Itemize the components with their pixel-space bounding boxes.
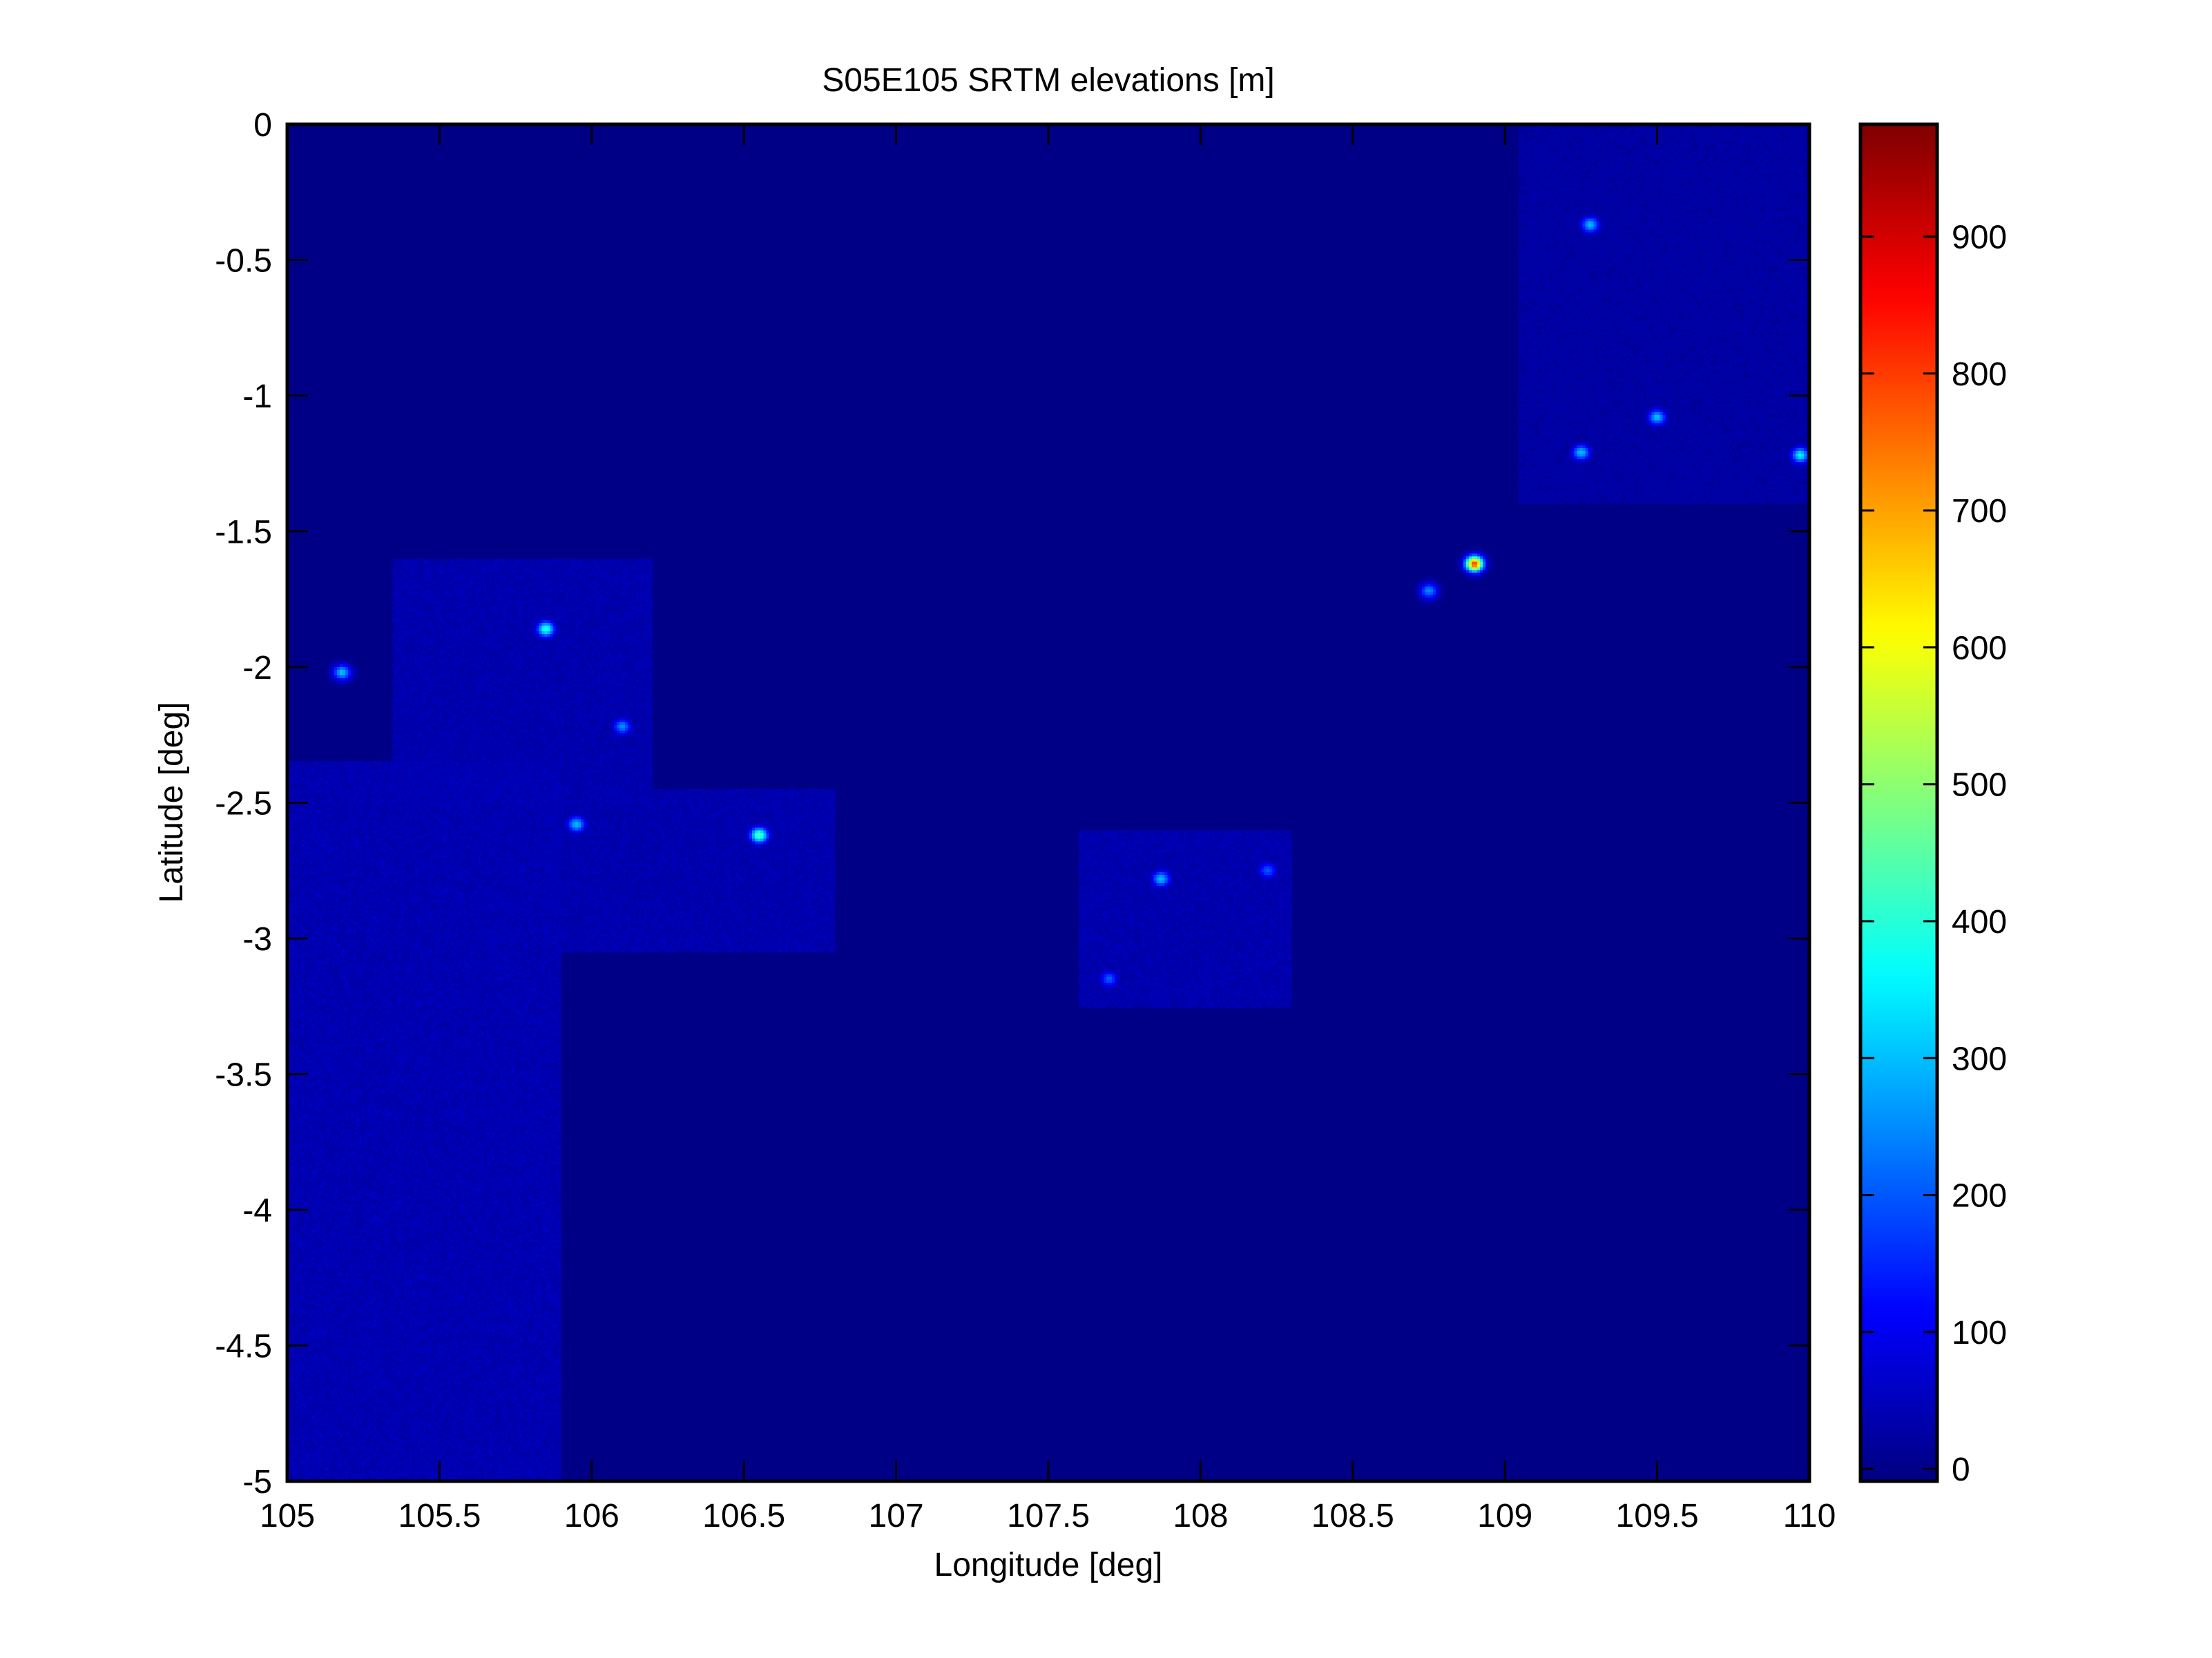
x-tick-label: 108 [1173, 1498, 1228, 1534]
x-tick-label: 107.5 [1007, 1498, 1090, 1534]
colorbar-tick-label: 100 [1952, 1315, 2007, 1351]
colorbar [1860, 124, 1937, 1481]
colorbar-tick-label: 700 [1952, 493, 2007, 530]
x-tick-label: 109 [1477, 1498, 1532, 1534]
y-tick-label: -3.5 [215, 1057, 272, 1094]
x-ticks: 105 105.5 106 106.5 107 107.5 108 108.5 109 109.5… [260, 124, 1836, 1534]
y-tick-label: -2.5 [215, 786, 272, 822]
colorbar-tick-label: 400 [1952, 904, 2007, 941]
y-tick-label: -3 [242, 921, 272, 958]
x-tick-label: 105 [260, 1498, 315, 1534]
y-tick-label: -4.5 [215, 1329, 272, 1365]
colorbar-tick-label: 300 [1952, 1041, 2007, 1077]
colorbar-tick-label: 600 [1952, 630, 2007, 666]
colorbar-tick-label: 900 [1952, 220, 2007, 256]
chart-title: S05E105 SRTM elevations [m] [822, 62, 1274, 99]
x-tick-label: 106.5 [702, 1498, 785, 1534]
elevation-heatmap [287, 124, 1809, 1481]
x-axis-label: Longitude [deg] [934, 1547, 1163, 1583]
x-tick-label: 110 [1783, 1498, 1836, 1534]
y-ticks: 0 -0.5 -1 -1.5 -2 -2.5 -3 -3.5 -4 -4.5 -5 [215, 107, 1809, 1501]
colorbar-ticks: 0 100 200 300 400 500 600 700 800 900 [1860, 220, 2007, 1488]
colorbar-tick-label: 200 [1952, 1178, 2007, 1215]
y-tick-label: -1.5 [215, 514, 272, 551]
y-tick-label: -5 [242, 1464, 272, 1501]
y-tick-label: -4 [242, 1193, 272, 1229]
x-tick-label: 108.5 [1311, 1498, 1394, 1534]
colorbar-frame [1858, 122, 1939, 1483]
x-tick-label: 105.5 [398, 1498, 481, 1534]
x-tick-label: 106 [564, 1498, 619, 1534]
y-tick-label: 0 [253, 107, 272, 144]
x-tick-label: 109.5 [1616, 1498, 1699, 1534]
plot-frame [285, 122, 1811, 1483]
y-tick-label: -2 [242, 650, 272, 686]
y-tick-label: -1 [242, 378, 272, 415]
colorbar-tick-label: 500 [1952, 767, 2007, 804]
y-tick-label: -0.5 [215, 243, 272, 280]
colorbar-tick-label: 0 [1952, 1452, 1970, 1488]
x-tick-label: 107 [869, 1498, 924, 1534]
colorbar-tick-label: 800 [1952, 356, 2007, 393]
y-axis-label: Latitude [deg] [153, 702, 190, 903]
